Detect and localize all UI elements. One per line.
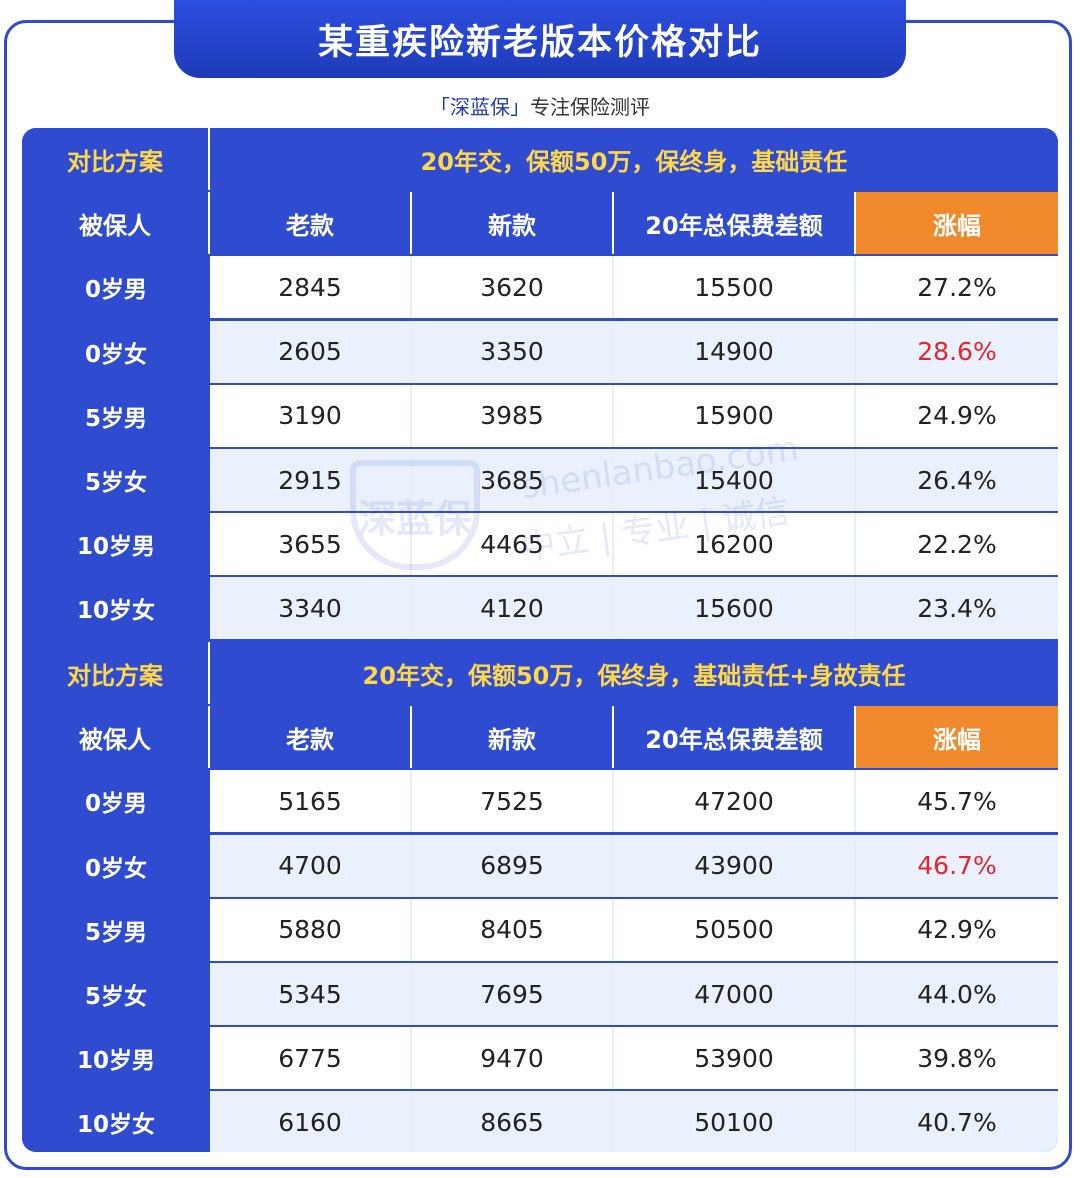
table-row: 5岁女 5345 7695 47000 44.0%: [22, 963, 1058, 1025]
rise-cell: 40.7%: [856, 1091, 1058, 1152]
old-premium-cell: 3655: [210, 513, 412, 576]
new-premium-cell: 7525: [412, 770, 614, 833]
new-premium-cell: 4120: [412, 577, 614, 640]
premium-diff-cell: 53900: [614, 1027, 856, 1090]
insured-cell: 5岁男: [22, 898, 210, 961]
table-row: 10岁男 3655 4465 16200 22.2%: [22, 513, 1058, 576]
col-header-diff: 20年总保费差额: [614, 192, 856, 255]
insured-cell: 5岁女: [22, 963, 210, 1025]
old-premium-cell: 5345: [210, 963, 412, 1025]
premium-diff-cell: 15600: [614, 577, 856, 640]
premium-diff-cell: 15400: [614, 449, 856, 511]
rise-cell: 42.9%: [856, 898, 1058, 961]
subtitle-tagline: 专注保险测评: [530, 94, 650, 119]
col-header-new: 新款: [412, 706, 614, 769]
insured-cell: 0岁男: [22, 256, 210, 319]
table-row: 5岁女 2915 3685 15400 26.4%: [22, 449, 1058, 511]
old-premium-cell: 3340: [210, 577, 412, 640]
page-title-text: 某重疾险新老版本价格对比: [317, 22, 762, 63]
plan-description: 20年交，保额50万，保终身，基础责任+身故责任: [210, 642, 1058, 704]
insured-cell: 10岁女: [22, 1091, 210, 1152]
table-row: 10岁女 3340 4120 15600 23.4%: [22, 577, 1058, 640]
old-premium-cell: 6160: [210, 1091, 412, 1152]
new-premium-cell: 4465: [412, 513, 614, 576]
old-premium-cell: 5880: [210, 898, 412, 961]
subtitle: 「深蓝保」 专注保险测评: [0, 88, 1080, 122]
old-premium-cell: 4700: [210, 834, 412, 897]
rise-cell: 44.0%: [856, 963, 1058, 1025]
insured-cell: 0岁女: [22, 320, 210, 383]
plan-label: 对比方案: [22, 642, 210, 704]
rise-cell: 39.8%: [856, 1027, 1058, 1090]
premium-diff-cell: 15900: [614, 384, 856, 447]
new-premium-cell: 3620: [412, 256, 614, 319]
insured-cell: 0岁女: [22, 834, 210, 897]
col-header-insured: 被保人: [22, 192, 210, 255]
plan-label: 对比方案: [22, 128, 210, 190]
old-premium-cell: 2915: [210, 449, 412, 511]
old-premium-cell: 6775: [210, 1027, 412, 1090]
insured-cell: 10岁女: [22, 577, 210, 640]
rise-cell: 46.7%: [856, 834, 1058, 897]
old-premium-cell: 5165: [210, 770, 412, 833]
table-row: 10岁女 6160 8665 50100 40.7%: [22, 1091, 1058, 1152]
new-premium-cell: 3350: [412, 320, 614, 383]
plan-header-row: 对比方案 20年交，保额50万，保终身，基础责任: [22, 128, 1058, 190]
insured-cell: 10岁男: [22, 1027, 210, 1090]
comparison-table: 对比方案 20年交，保额50万，保终身，基础责任 被保人 老款 新款 20年总保费差额 涨幅…: [22, 128, 1058, 1152]
new-premium-cell: 3685: [412, 449, 614, 511]
new-premium-cell: 6895: [412, 834, 614, 897]
premium-diff-cell: 50100: [614, 1091, 856, 1152]
insured-cell: 10岁男: [22, 513, 210, 576]
insured-cell: 5岁女: [22, 449, 210, 511]
rise-cell: 27.2%: [856, 256, 1058, 319]
new-premium-cell: 8405: [412, 898, 614, 961]
insured-cell: 0岁男: [22, 770, 210, 833]
rise-cell: 24.9%: [856, 384, 1058, 447]
plan-header-row: 对比方案 20年交，保额50万，保终身，基础责任+身故责任: [22, 642, 1058, 704]
rise-cell: 22.2%: [856, 513, 1058, 576]
table-row: 0岁女 4700 6895 43900 46.7%: [22, 834, 1058, 897]
insured-cell: 5岁男: [22, 384, 210, 447]
column-header-row: 被保人 老款 新款 20年总保费差额 涨幅: [22, 706, 1058, 769]
col-header-old: 老款: [210, 192, 412, 255]
premium-diff-cell: 14900: [614, 320, 856, 383]
col-header-old: 老款: [210, 706, 412, 769]
rise-cell: 23.4%: [856, 577, 1058, 640]
rise-cell: 45.7%: [856, 770, 1058, 833]
premium-diff-cell: 47200: [614, 770, 856, 833]
table-row: 0岁女 2605 3350 14900 28.6%: [22, 320, 1058, 383]
col-header-rise: 涨幅: [856, 192, 1058, 255]
column-header-row: 被保人 老款 新款 20年总保费差额 涨幅: [22, 192, 1058, 255]
col-header-insured: 被保人: [22, 706, 210, 769]
col-header-rise: 涨幅: [856, 706, 1058, 769]
page-title: 某重疾险新老版本价格对比: [174, 0, 906, 78]
premium-diff-cell: 50500: [614, 898, 856, 961]
table-row: 0岁男 2845 3620 15500 27.2%: [22, 256, 1058, 319]
new-premium-cell: 9470: [412, 1027, 614, 1090]
old-premium-cell: 2605: [210, 320, 412, 383]
table-row: 0岁男 5165 7525 47200 45.7%: [22, 770, 1058, 833]
subtitle-brand: 「深蓝保」: [430, 94, 530, 119]
new-premium-cell: 7695: [412, 963, 614, 1025]
table-row: 10岁男 6775 9470 53900 39.8%: [22, 1027, 1058, 1090]
new-premium-cell: 8665: [412, 1091, 614, 1152]
premium-diff-cell: 43900: [614, 834, 856, 897]
premium-diff-cell: 15500: [614, 256, 856, 319]
table-row: 5岁男 5880 8405 50500 42.9%: [22, 898, 1058, 961]
old-premium-cell: 2845: [210, 256, 412, 319]
table-row: 5岁男 3190 3985 15900 24.9%: [22, 384, 1058, 447]
col-header-new: 新款: [412, 192, 614, 255]
premium-diff-cell: 16200: [614, 513, 856, 576]
col-header-diff: 20年总保费差额: [614, 706, 856, 769]
old-premium-cell: 3190: [210, 384, 412, 447]
plan-description: 20年交，保额50万，保终身，基础责任: [210, 128, 1058, 190]
premium-diff-cell: 47000: [614, 963, 856, 1025]
rise-cell: 28.6%: [856, 320, 1058, 383]
rise-cell: 26.4%: [856, 449, 1058, 511]
new-premium-cell: 3985: [412, 384, 614, 447]
